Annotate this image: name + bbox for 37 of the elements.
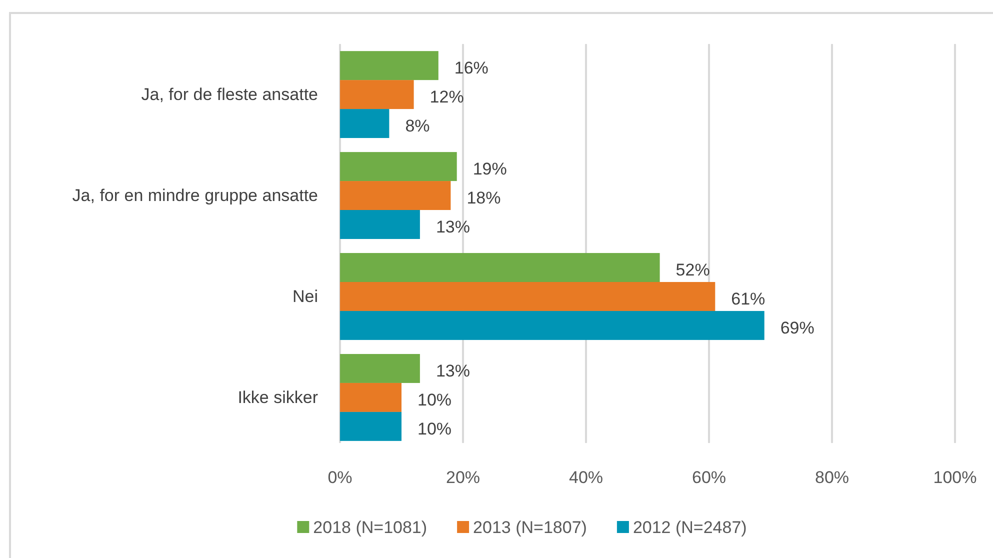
- legend-label: 2013 (N=1807): [473, 518, 587, 537]
- data-label: 12%: [430, 87, 464, 106]
- x-tick-label: 60%: [692, 468, 726, 487]
- x-tick-label: 100%: [933, 468, 977, 487]
- data-label: 13%: [436, 361, 470, 380]
- data-label: 8%: [405, 116, 430, 136]
- y-tick-label: Ikke sikker: [238, 388, 318, 407]
- y-tick-label: Ja, for en mindre gruppe ansatte: [72, 186, 318, 205]
- bar: [340, 382, 402, 412]
- data-label: 52%: [676, 260, 710, 280]
- data-label: 61%: [731, 289, 766, 308]
- y-tick-label: Nei: [292, 286, 318, 306]
- bar: [340, 181, 451, 210]
- bar: [340, 253, 660, 282]
- x-tick-label: 80%: [814, 468, 850, 487]
- data-label: 10%: [418, 390, 452, 410]
- bar: [340, 80, 414, 110]
- x-tick-label: 0%: [328, 468, 352, 487]
- bar: [340, 282, 716, 311]
- x-tick-label: 40%: [568, 468, 604, 487]
- bar: [340, 412, 402, 441]
- legend-label: 2018 (N=1081): [313, 518, 428, 537]
- data-label: 18%: [466, 188, 501, 208]
- data-label: 69%: [780, 318, 814, 338]
- bar: [340, 210, 420, 239]
- data-label: 16%: [454, 58, 488, 78]
- data-label: 13%: [436, 217, 470, 236]
- bar: [340, 109, 390, 138]
- y-tick-label: Ja, for de fleste ansatte: [141, 84, 318, 104]
- x-tick-label: 20%: [446, 468, 480, 487]
- data-label: 10%: [418, 419, 452, 438]
- bar: [340, 354, 420, 383]
- bar: [340, 310, 764, 340]
- bar: [340, 51, 438, 80]
- legend-label: 2012 (N=2487): [632, 518, 747, 537]
- data-label: 19%: [472, 159, 507, 178]
- bar: [340, 152, 457, 182]
